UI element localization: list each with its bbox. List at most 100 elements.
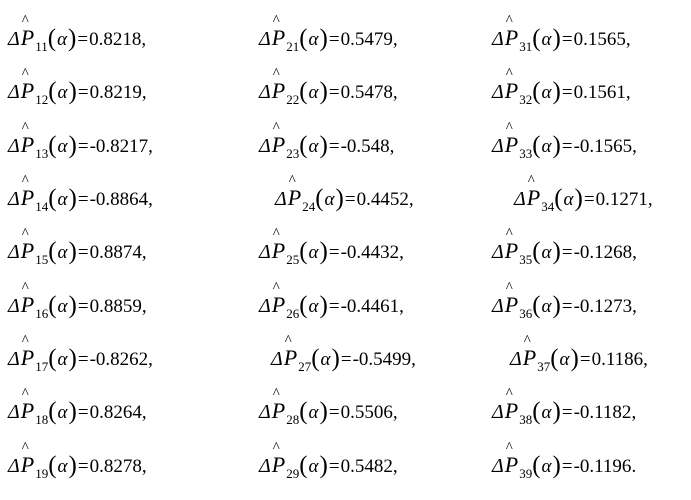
left-paren: ( [299,453,307,478]
left-paren: ( [299,79,307,104]
delta-symbol: Δ [275,189,287,209]
p-hat-symbol: ^P [272,400,285,422]
subscript: 21 [286,40,299,53]
delta-p-expression: Δ^P35(α)=-0.1268, [492,237,637,262]
equation-cell: Δ^P18(α)=0.8264, [8,383,231,436]
alpha-symbol: α [58,457,68,476]
alpha-symbol: α [58,243,68,262]
right-paren: ) [320,453,328,478]
equals-sign: = [78,83,89,102]
equation-cell: Δ^P23(α)=-0.548, [231,117,454,170]
alpha-symbol: α [542,137,552,156]
left-paren: ( [299,239,307,264]
subscript: 12 [35,93,48,106]
equation-cell: Δ^P13(α)=-0.8217, [8,117,231,170]
p-letter: P [21,78,34,103]
delta-symbol: Δ [492,136,504,156]
left-paren: ( [550,346,558,371]
p-letter: P [21,398,34,423]
right-paren: ) [332,346,340,371]
equation-cell: Δ^P17(α)=-0.8262, [8,330,231,383]
p-hat-symbol: ^P [272,454,285,476]
subscript: 33 [519,147,532,160]
p-hat-symbol: ^P [21,454,34,476]
terminator: , [411,350,416,369]
subscript: 28 [286,413,299,426]
terminator: , [409,190,414,209]
equals-sign: = [329,457,340,476]
alpha-symbol: α [560,350,570,369]
equals-sign: = [562,297,573,316]
delta-symbol: Δ [259,136,271,156]
delta-symbol: Δ [8,242,20,262]
right-paren: ) [320,79,328,104]
equation-cell: Δ^P32(α)=0.1561, [454,63,677,116]
delta-p-expression: Δ^P29(α)=0.5482, [259,451,398,476]
delta-p-expression: Δ^P28(α)=0.5506, [259,397,398,422]
delta-p-expression: Δ^P31(α)=0.1565, [492,24,631,49]
value: 0.8859 [90,297,142,316]
right-paren: ) [553,453,561,478]
delta-symbol: Δ [8,82,20,102]
equation-cell: Δ^P12(α)=0.8219, [8,63,231,116]
right-paren: ) [553,399,561,424]
equals-sign: = [584,190,595,209]
delta-symbol: Δ [8,456,20,476]
terminator: , [399,297,404,316]
alpha-symbol: α [58,190,68,209]
terminator: , [142,403,147,422]
delta-symbol: Δ [514,189,526,209]
equation-cell: Δ^P37(α)=0.1186, [454,330,677,383]
alpha-symbol: α [542,243,552,262]
equals-sign: = [78,403,89,422]
right-paren: ) [69,293,77,318]
equation-cell: Δ^P15(α)=0.8874, [8,223,231,276]
delta-symbol: Δ [259,242,271,262]
equation-cell: Δ^P14(α)=-0.8864, [8,170,231,223]
equals-sign: = [562,137,573,156]
left-paren: ( [311,346,319,371]
alpha-symbol: α [321,350,331,369]
p-letter: P [505,398,518,423]
alpha-symbol: α [542,457,552,476]
subscript: 29 [286,467,299,480]
right-paren: ) [320,239,328,264]
left-paren: ( [48,26,56,51]
value: -0.4432 [341,243,400,262]
delta-p-expression: Δ^P13(α)=-0.8217, [8,131,153,156]
subscript: 38 [519,413,532,426]
equals-sign: = [562,403,573,422]
equation-cell: Δ^P33(α)=-0.1565, [454,117,677,170]
delta-p-expression: Δ^P23(α)=-0.548, [259,131,394,156]
right-paren: ) [69,186,77,211]
value: 0.8219 [90,83,142,102]
subscript: 27 [298,360,311,373]
terminator: , [142,243,147,262]
alpha-symbol: α [309,243,319,262]
delta-p-expression: Δ^P21(α)=0.5479, [259,24,398,49]
value: -0.8217 [90,137,149,156]
p-hat-symbol: ^P [272,240,285,262]
subscript: 36 [519,307,532,320]
equation-cell: Δ^P16(α)=0.8859, [8,277,231,330]
p-hat-symbol: ^P [21,187,34,209]
left-paren: ( [299,133,307,158]
p-hat-symbol: ^P [284,347,297,369]
delta-p-expression: Δ^P26(α)=-0.4461, [259,291,404,316]
delta-symbol: Δ [8,402,20,422]
left-paren: ( [299,26,307,51]
p-hat-symbol: ^P [21,27,34,49]
equals-sign: = [562,30,573,49]
terminator: , [393,457,398,476]
alpha-symbol: α [58,403,68,422]
delta-symbol: Δ [510,349,522,369]
right-paren: ) [320,133,328,158]
equals-sign: = [329,243,340,262]
delta-symbol: Δ [8,136,20,156]
delta-p-expression: Δ^P38(α)=-0.1182, [492,397,636,422]
p-hat-symbol: ^P [272,27,285,49]
alpha-symbol: α [309,137,319,156]
left-paren: ( [532,453,540,478]
alpha-symbol: α [542,297,552,316]
equals-sign: = [78,137,89,156]
